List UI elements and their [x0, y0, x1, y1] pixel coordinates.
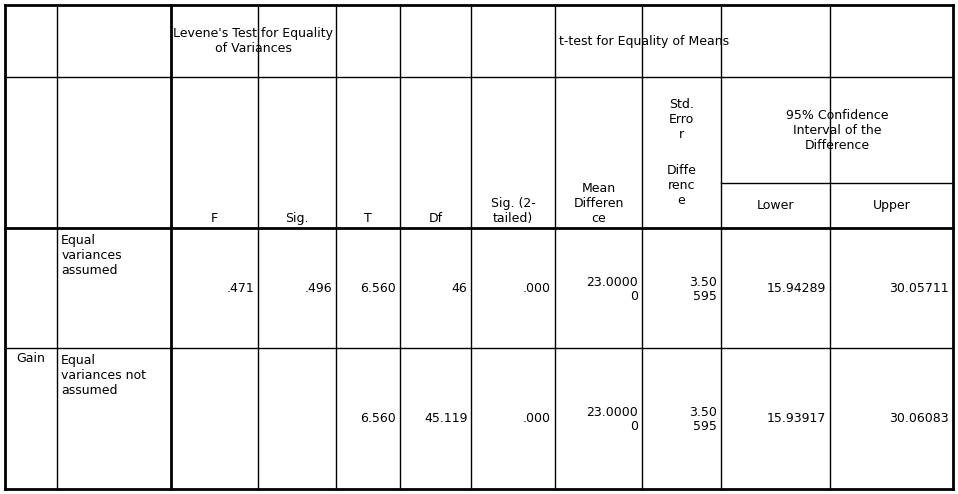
Text: Lower: Lower — [757, 199, 794, 212]
Text: 45.119: 45.119 — [424, 412, 468, 425]
Text: .496: .496 — [305, 282, 331, 294]
Text: Sig.: Sig. — [285, 212, 308, 225]
Text: 595: 595 — [693, 420, 717, 433]
Text: 46: 46 — [451, 282, 468, 294]
Text: Levene's Test for Equality
of Variances: Levene's Test for Equality of Variances — [173, 27, 333, 55]
Text: 0: 0 — [630, 420, 638, 433]
Text: 15.94289: 15.94289 — [766, 282, 826, 294]
Text: Diffe
renc
e: Diffe renc e — [667, 164, 696, 207]
Text: Upper: Upper — [873, 199, 910, 212]
Text: .471: .471 — [226, 282, 254, 294]
Text: T: T — [364, 212, 372, 225]
Text: 6.560: 6.560 — [360, 412, 397, 425]
Text: Sig. (2-
tailed): Sig. (2- tailed) — [490, 197, 536, 225]
Text: 95% Confidence
Interval of the
Difference: 95% Confidence Interval of the Differenc… — [786, 109, 888, 152]
Text: Gain: Gain — [16, 352, 46, 365]
Text: 23.0000: 23.0000 — [586, 406, 638, 419]
Text: Mean
Differen
ce: Mean Differen ce — [573, 182, 624, 225]
Text: 23.0000: 23.0000 — [586, 276, 638, 288]
Text: 3.50: 3.50 — [689, 406, 717, 419]
Text: 15.93917: 15.93917 — [766, 412, 826, 425]
Text: 0: 0 — [630, 289, 638, 302]
Text: Equal
variances not
assumed: Equal variances not assumed — [61, 354, 147, 397]
Text: 30.06083: 30.06083 — [889, 412, 949, 425]
Text: 6.560: 6.560 — [360, 282, 397, 294]
Text: .000: .000 — [523, 412, 551, 425]
Text: t-test for Equality of Means: t-test for Equality of Means — [559, 35, 729, 47]
Text: Std.
Erro
r: Std. Erro r — [669, 98, 694, 141]
Text: .000: .000 — [523, 282, 551, 294]
Text: 3.50: 3.50 — [689, 276, 717, 288]
Text: 595: 595 — [693, 289, 717, 302]
Text: 30.05711: 30.05711 — [889, 282, 949, 294]
Text: Equal
variances
assumed: Equal variances assumed — [61, 234, 122, 277]
Text: F: F — [211, 212, 218, 225]
Text: Df: Df — [429, 212, 443, 225]
